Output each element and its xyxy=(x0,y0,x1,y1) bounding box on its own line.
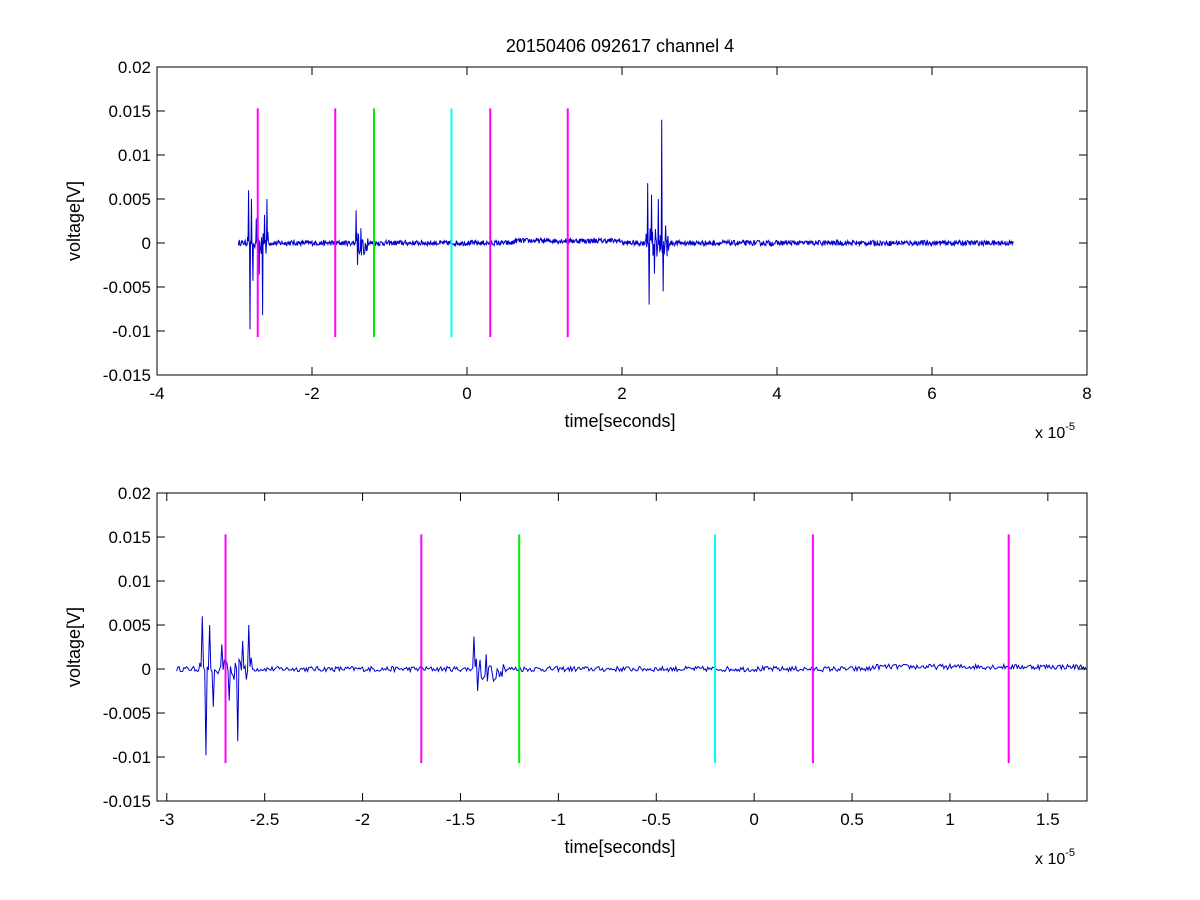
y-axis-label: voltage[V] xyxy=(64,607,84,687)
x-tick-label: 0.5 xyxy=(840,810,864,829)
top-subplot: -4 -2 0 2 4 6 8 0.02 0.015 0.01 0.005 0 -0.005 -0.01 -… xyxy=(64,58,1092,442)
y-tick-label: -0.005 xyxy=(103,704,151,723)
axis-ticks: -4 -2 0 2 4 6 8 0.02 0.015 0.01 0.005 0 -0.005 -0.01 -… xyxy=(103,58,1092,403)
x-tick-label: 0 xyxy=(749,810,758,829)
figure-title: 20150406 092617 channel 4 xyxy=(506,36,734,56)
signal-line xyxy=(237,119,1014,330)
signal-line xyxy=(176,616,1087,756)
y-tick-label: 0.01 xyxy=(118,146,151,165)
x-tick-label: 8 xyxy=(1082,384,1091,403)
x-multiplier-base: x 10 xyxy=(1035,425,1065,442)
axes-frame xyxy=(156,66,1088,376)
marker-lines xyxy=(224,534,1010,764)
y-tick-label: 0.01 xyxy=(118,572,151,591)
x-tick-label: -2 xyxy=(304,384,319,403)
bottom-subplot: -3 -2.5 -2 -1.5 -1 -0.5 0 0.5 1 1.5 0.02 0.015 0.01 0… xyxy=(64,484,1088,868)
y-tick-label: 0.005 xyxy=(108,190,151,209)
x-tick-label: -1.5 xyxy=(446,810,475,829)
x-tick-label: -2.5 xyxy=(250,810,279,829)
marker-lines xyxy=(256,108,569,338)
x-tick-label: 2 xyxy=(617,384,626,403)
axes-frame xyxy=(156,492,1088,802)
y-tick-label: -0.005 xyxy=(103,278,151,297)
x-multiplier-exponent: -5 xyxy=(1065,421,1075,433)
y-tick-label: 0.005 xyxy=(108,616,151,635)
y-axis-label: voltage[V] xyxy=(64,181,84,261)
axis-ticks: -3 -2.5 -2 -1.5 -1 -0.5 0 0.5 1 1.5 0.02 0.015 0.01 0… xyxy=(103,484,1087,829)
x-tick-label: 1 xyxy=(945,810,954,829)
x-tick-label: -0.5 xyxy=(642,810,671,829)
x-tick-label: -2 xyxy=(355,810,370,829)
y-tick-label: 0 xyxy=(142,660,151,679)
y-tick-label: -0.01 xyxy=(112,748,151,767)
x-multiplier-exponent: -5 xyxy=(1065,847,1075,859)
y-tick-label: 0.02 xyxy=(118,484,151,503)
y-tick-label: -0.01 xyxy=(112,322,151,341)
y-tick-label: -0.015 xyxy=(103,792,151,811)
signal-trace xyxy=(176,616,1087,756)
y-tick-label: 0.015 xyxy=(108,528,151,547)
y-tick-label: 0.015 xyxy=(108,102,151,121)
x-multiplier-base: x 10 xyxy=(1035,851,1065,868)
x-tick-label: 0 xyxy=(462,384,471,403)
y-tick-label: 0.02 xyxy=(118,58,151,77)
x-tick-label: 1.5 xyxy=(1036,810,1060,829)
x-tick-label: 4 xyxy=(772,384,781,403)
x-tick-label: -4 xyxy=(149,384,164,403)
x-axis-label: time[seconds] xyxy=(564,411,675,431)
x-tick-label: -3 xyxy=(159,810,174,829)
signal-trace xyxy=(237,119,1014,330)
x-tick-label: 6 xyxy=(927,384,936,403)
x-tick-label: -1 xyxy=(551,810,566,829)
y-tick-label: -0.015 xyxy=(103,366,151,385)
y-tick-label: 0 xyxy=(142,234,151,253)
x-axis-label: time[seconds] xyxy=(564,837,675,857)
x-multiplier-label: x 10-5 xyxy=(1035,847,1075,868)
x-multiplier-label: x 10-5 xyxy=(1035,421,1075,442)
